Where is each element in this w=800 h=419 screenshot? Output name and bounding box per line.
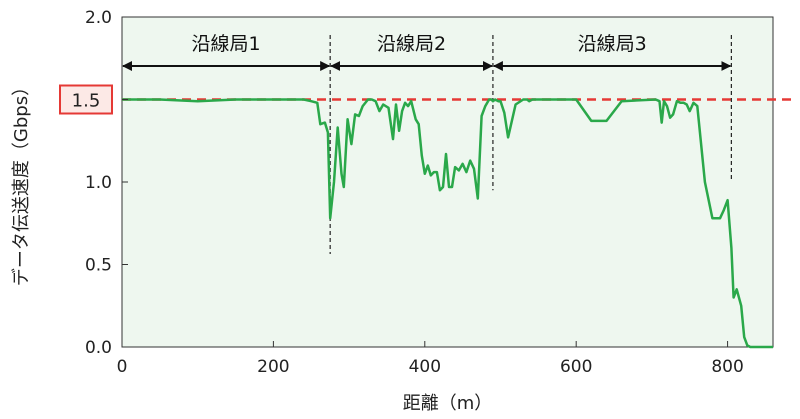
y-tick-label: 0.5 bbox=[85, 256, 112, 276]
y-tick-label: 2.0 bbox=[85, 8, 112, 28]
x-tick-label: 800 bbox=[711, 357, 743, 377]
region-label: 沿線局3 bbox=[578, 33, 647, 55]
x-tick-label: 600 bbox=[560, 357, 592, 377]
y-tick-label: 0.0 bbox=[85, 338, 112, 358]
x-tick-label: 400 bbox=[409, 357, 441, 377]
x-axis-title: 距離（m） bbox=[403, 393, 493, 414]
x-tick-label: 200 bbox=[257, 357, 289, 377]
reference-value-label: 1.5 bbox=[72, 91, 101, 112]
series-line bbox=[122, 98, 773, 349]
reference-value-box bbox=[59, 84, 113, 115]
y-tick-label: 1.0 bbox=[85, 173, 112, 193]
x-tick-label: 0 bbox=[117, 357, 128, 377]
region-label: 沿線局1 bbox=[192, 33, 261, 55]
y-axis-title: データ伝送速度（Gbps） bbox=[11, 78, 32, 286]
region-label: 沿線局2 bbox=[377, 33, 446, 55]
